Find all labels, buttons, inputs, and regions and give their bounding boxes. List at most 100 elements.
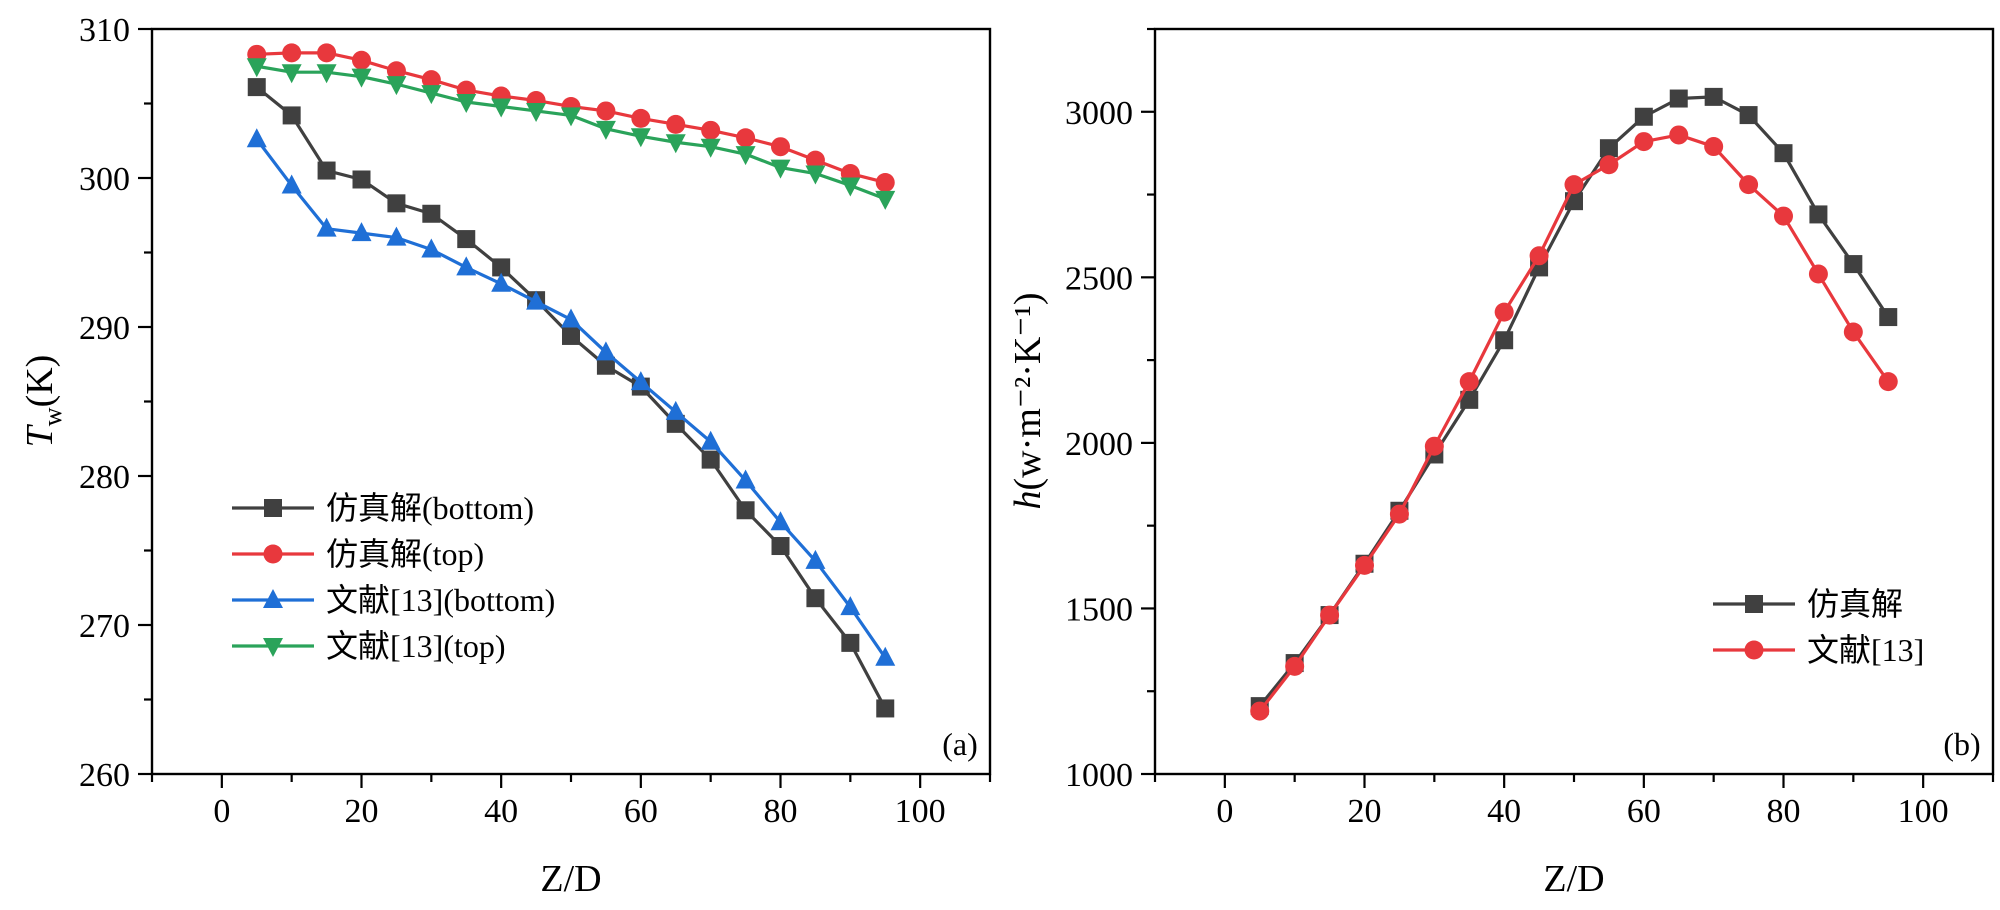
y-tick-label: 1500	[1065, 591, 1133, 628]
series-line	[1258, 133, 1890, 713]
panel-b-plot-frame	[1153, 27, 1995, 776]
legend-marker	[263, 589, 283, 608]
data-point	[421, 70, 441, 90]
y-tick-label: 290	[79, 310, 130, 347]
data-point	[666, 114, 686, 134]
data-point	[351, 222, 372, 242]
panel-a-y-axis-symbol: T	[19, 423, 61, 447]
x-tick-label: 60	[1627, 793, 1661, 830]
panel-b-series	[1250, 87, 1898, 721]
y-tick-label: 310	[79, 12, 130, 49]
data-point	[422, 204, 441, 223]
legend-label: 仿真解(bottom)	[326, 490, 534, 526]
panel-b-x-axis-label: Z/D	[1543, 858, 1604, 900]
data-point	[1879, 308, 1898, 327]
data-point	[771, 537, 790, 556]
x-tick-label: 80	[764, 793, 798, 830]
data-point	[1669, 125, 1689, 145]
legend-label: 文献[13](bottom)	[326, 582, 555, 618]
data-point	[1634, 132, 1654, 152]
data-point	[875, 172, 895, 192]
data-point	[770, 511, 791, 531]
data-point	[351, 68, 372, 88]
panel-a-x-axis-label: Z/D	[540, 858, 601, 900]
data-point	[1739, 106, 1758, 125]
legend-marker	[1744, 640, 1764, 660]
panel-b-tag: (b)	[1943, 726, 1980, 762]
data-point	[700, 430, 721, 450]
data-point	[1878, 372, 1898, 392]
data-point	[1808, 264, 1828, 284]
data-point	[630, 128, 651, 148]
x-tick-label: 0	[1216, 793, 1233, 830]
data-point	[317, 161, 336, 180]
data-point	[282, 43, 302, 63]
legend-item: 文献[13](top)	[232, 628, 506, 664]
data-point	[875, 646, 896, 666]
data-point	[596, 101, 616, 121]
data-point	[1634, 107, 1653, 126]
data-point	[876, 699, 895, 718]
chart-panel-a: 0 20 40 60 80 100 260 270 280 290 300 310 Z/D Tw(K)…	[19, 12, 992, 900]
data-point	[386, 76, 407, 96]
data-point	[701, 120, 721, 140]
data-point	[1389, 504, 1409, 524]
data-point	[1599, 139, 1618, 158]
data-point	[456, 256, 477, 276]
data-point	[735, 469, 756, 489]
chart-panel-b: 0 20 40 60 80 100 1000 1500 2000 2500 3000 Z/D h(w…	[1007, 27, 1995, 900]
data-point	[247, 78, 266, 97]
data-point	[526, 290, 547, 310]
data-point	[630, 371, 651, 391]
data-point	[1774, 144, 1793, 163]
y-tick-label: 2000	[1065, 426, 1133, 463]
data-point	[735, 146, 756, 166]
y-tick-label: 1000	[1065, 757, 1133, 794]
legend-item: 文献[13](bottom)	[232, 582, 555, 618]
data-point	[841, 633, 860, 652]
data-point	[386, 226, 407, 246]
data-point	[631, 108, 651, 128]
data-point	[561, 107, 581, 127]
legend-label: 文献[13]	[1807, 632, 1924, 668]
legend-item: 仿真解(bottom)	[232, 490, 534, 526]
series-line	[255, 138, 887, 659]
data-point	[317, 43, 337, 63]
data-point	[1495, 331, 1514, 350]
data-point	[456, 94, 477, 114]
x-tick-label: 100	[1898, 793, 1949, 830]
data-point	[282, 106, 301, 125]
series-3	[246, 128, 896, 666]
data-point	[875, 190, 896, 210]
data-point	[246, 58, 267, 78]
legend-marker	[263, 638, 283, 657]
data-point	[491, 272, 512, 292]
data-point	[1459, 372, 1479, 392]
x-tick-label: 100	[895, 793, 946, 830]
y-tick-label: 260	[79, 757, 130, 794]
y-tick-label: 300	[79, 161, 130, 198]
data-point	[1704, 87, 1723, 106]
data-point	[387, 194, 406, 213]
data-point	[805, 165, 826, 185]
data-point	[1809, 205, 1828, 224]
data-point	[595, 120, 616, 140]
panel-a-y-axis-subscript: w	[38, 407, 67, 426]
data-point	[1424, 436, 1444, 456]
data-point	[1355, 555, 1374, 575]
legend-label: 仿真解	[1807, 586, 1903, 622]
legend-label: 文献[13](top)	[326, 628, 506, 664]
data-point	[1669, 89, 1688, 108]
legend-item: 仿真解(top)	[232, 536, 484, 572]
legend-marker	[264, 499, 282, 517]
data-point	[736, 128, 756, 148]
data-point	[561, 308, 581, 328]
data-point	[771, 137, 790, 157]
series-2	[1250, 125, 1898, 721]
panel-a-tag: (a)	[942, 726, 978, 762]
data-point	[840, 177, 861, 197]
x-tick-label: 80	[1767, 793, 1801, 830]
legend-item: 文献[13]	[1713, 632, 1924, 668]
